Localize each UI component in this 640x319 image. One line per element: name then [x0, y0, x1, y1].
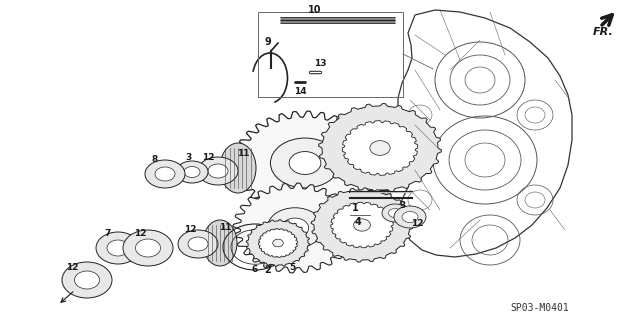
Ellipse shape: [176, 161, 208, 183]
Bar: [360, 190, 390, 200]
Ellipse shape: [96, 232, 140, 264]
Ellipse shape: [188, 237, 208, 251]
Ellipse shape: [198, 157, 238, 185]
Text: 13: 13: [314, 58, 326, 68]
Text: 12: 12: [411, 219, 423, 228]
Polygon shape: [331, 202, 393, 248]
Ellipse shape: [208, 164, 228, 178]
Ellipse shape: [394, 206, 426, 228]
Ellipse shape: [271, 138, 340, 188]
Ellipse shape: [289, 152, 321, 174]
Ellipse shape: [267, 208, 323, 248]
Text: 6: 6: [252, 265, 258, 275]
Text: 12: 12: [134, 228, 147, 238]
Text: 11: 11: [219, 224, 231, 233]
Text: 5: 5: [289, 263, 295, 272]
Ellipse shape: [74, 271, 99, 289]
Ellipse shape: [155, 167, 175, 181]
Ellipse shape: [354, 219, 371, 231]
Ellipse shape: [107, 240, 129, 256]
Text: 2: 2: [264, 265, 271, 275]
Ellipse shape: [184, 167, 200, 177]
Polygon shape: [319, 104, 442, 192]
Text: 12: 12: [184, 225, 196, 234]
Ellipse shape: [220, 143, 256, 193]
Text: 3: 3: [400, 201, 406, 210]
Ellipse shape: [136, 239, 161, 257]
Ellipse shape: [282, 218, 308, 238]
Text: 11: 11: [237, 149, 249, 158]
Ellipse shape: [145, 160, 185, 188]
Text: 9: 9: [264, 37, 271, 47]
Text: FR.: FR.: [593, 27, 614, 37]
Ellipse shape: [388, 209, 401, 218]
Text: 10: 10: [308, 5, 322, 15]
Ellipse shape: [62, 262, 112, 298]
Ellipse shape: [382, 204, 408, 222]
Polygon shape: [233, 111, 377, 215]
Text: 1: 1: [351, 203, 358, 213]
Ellipse shape: [123, 230, 173, 266]
Text: 14: 14: [294, 86, 307, 95]
Text: 12: 12: [66, 263, 78, 272]
Text: 7: 7: [105, 229, 111, 239]
Polygon shape: [233, 183, 357, 273]
Text: SP03-M0401: SP03-M0401: [511, 303, 570, 313]
Polygon shape: [246, 220, 310, 266]
Ellipse shape: [370, 141, 390, 155]
Polygon shape: [311, 188, 413, 262]
Ellipse shape: [402, 211, 418, 222]
Polygon shape: [259, 229, 298, 257]
Polygon shape: [342, 121, 418, 175]
Bar: [258, 12, 403, 97]
Ellipse shape: [273, 239, 284, 247]
Text: 3: 3: [186, 153, 192, 162]
Text: 12: 12: [202, 152, 214, 161]
Ellipse shape: [178, 230, 218, 258]
Text: 8: 8: [152, 155, 158, 165]
Ellipse shape: [203, 220, 237, 266]
Text: 4: 4: [355, 217, 362, 227]
